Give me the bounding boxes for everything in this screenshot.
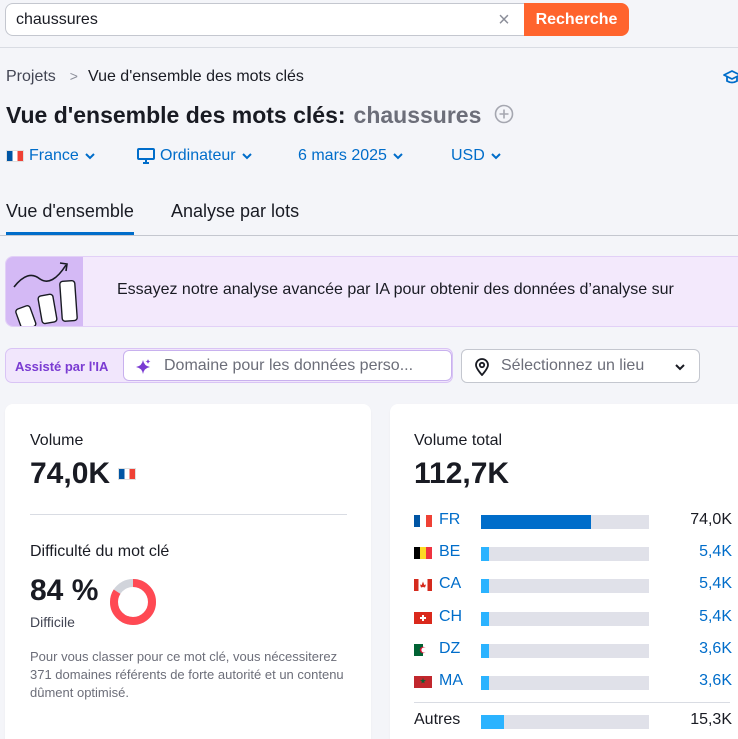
- sparkle-icon: [136, 359, 151, 374]
- device-filter-label: Ordinateur: [160, 147, 236, 164]
- total-volume-card: Volume total 112,7K FR 74,0K BE 5,4K CA 5,4K C…: [390, 404, 738, 739]
- others-bar-track: [481, 715, 649, 729]
- country-bar-fill: [481, 515, 592, 529]
- kd-donut-chart: [110, 579, 156, 625]
- location-pin-icon: [475, 358, 489, 376]
- currency-filter[interactable]: USD: [451, 145, 502, 167]
- country-row: BE 5,4K: [414, 542, 732, 562]
- volume-label: Volume: [30, 432, 84, 449]
- ca-flag-icon: [414, 579, 432, 592]
- country-row: MA 3,6K: [414, 671, 732, 691]
- france-flag-icon: [6, 150, 24, 162]
- kd-description: Pour vous classer pour ce mot clé, vous …: [30, 649, 344, 700]
- chevron-down-icon: [393, 153, 403, 160]
- page-title-label: Vue d'ensemble des mots clés:: [6, 102, 346, 128]
- monitor-icon: [137, 148, 155, 164]
- country-bar-fill: [481, 579, 490, 594]
- location-select[interactable]: Sélectionnez un lieu: [461, 349, 700, 383]
- graduation-cap-icon[interactable]: [722, 67, 738, 87]
- country-bar-track: [481, 547, 649, 562]
- volume-value: 74,0K: [30, 457, 111, 490]
- country-row: DZ 3,6K: [414, 639, 732, 659]
- kd-label: Difficulté du mot clé: [30, 543, 170, 560]
- country-row: CH 5,4K: [414, 607, 732, 627]
- country-code-link[interactable]: CA: [439, 575, 462, 593]
- tab-bulk-analysis[interactable]: Analyse par lots: [171, 201, 300, 221]
- banner-text: Essayez notre analyse avancée par IA pou…: [117, 281, 674, 298]
- search-button[interactable]: Recherche: [524, 3, 629, 36]
- country-bar-fill: [481, 643, 489, 658]
- chevron-down-icon: [241, 153, 252, 160]
- breadcrumb-projects-link[interactable]: Projets: [6, 68, 56, 85]
- country-code-link[interactable]: FR: [439, 511, 461, 528]
- total-volume-value: 112,7K: [414, 457, 510, 490]
- country-bar-track: [481, 676, 649, 690]
- breadcrumb: Projets > Vue d'ensemble des mots clés: [6, 68, 304, 86]
- ai-assisted-label: Assisté par l'IA: [15, 359, 109, 374]
- country-bar-track: [481, 643, 649, 658]
- currency-filter-label: USD: [451, 147, 485, 164]
- country-volume-value: 74,0K: [690, 511, 732, 528]
- location-select-placeholder: Sélectionnez un lieu: [501, 357, 645, 374]
- ai-domain-input-wrap[interactable]: [123, 350, 452, 381]
- country-code-link[interactable]: DZ: [439, 639, 461, 657]
- country-volume-value[interactable]: 3,6K: [699, 672, 732, 689]
- tab-bar: Vue d'ensemble Analyse par lots: [0, 195, 738, 236]
- country-bar-fill: [481, 611, 490, 626]
- kd-donut-arc: [110, 579, 156, 625]
- chevron-right-icon: >: [69, 68, 78, 84]
- chart-growth-illustration: [6, 257, 83, 326]
- country-volume-value[interactable]: 5,4K: [699, 607, 732, 625]
- country-volume-value[interactable]: 5,4K: [699, 543, 732, 561]
- divider: [30, 514, 347, 515]
- date-filter-label: 6 mars 2025: [298, 147, 387, 164]
- ma-flag-icon: [414, 676, 432, 688]
- total-volume-label: Volume total: [414, 432, 503, 449]
- country-filter-label: France: [29, 147, 79, 164]
- page-title: Vue d'ensemble des mots clés: chaussures: [6, 102, 514, 129]
- chevron-down-icon: [85, 153, 95, 160]
- be-flag-icon: [414, 547, 432, 560]
- ai-analysis-banner[interactable]: Essayez notre analyse avancée par IA pou…: [5, 256, 738, 327]
- kd-level: Difficile: [30, 614, 75, 630]
- ai-domain-input[interactable]: [164, 356, 446, 376]
- close-icon[interactable]: ×: [498, 9, 510, 31]
- country-bar-track: [481, 611, 649, 626]
- others-label: Autres: [414, 711, 461, 728]
- country-code-link[interactable]: CH: [439, 607, 463, 625]
- divider: [414, 702, 730, 703]
- date-filter[interactable]: 6 mars 2025: [298, 145, 404, 167]
- keyword-search-box[interactable]: ×: [5, 3, 525, 36]
- page-title-keyword: chaussures: [353, 102, 482, 128]
- country-bar-track: [481, 579, 649, 594]
- chevron-down-icon: [491, 153, 501, 160]
- top-search-bar: × Recherche: [0, 0, 738, 48]
- country-bar-fill: [481, 547, 490, 562]
- kd-value: 84 %: [30, 574, 99, 607]
- breadcrumb-current: Vue d'ensemble des mots clés: [87, 68, 304, 85]
- country-row: FR 74,0K: [414, 510, 732, 530]
- ai-assisted-field: Assisté par l'IA: [5, 348, 453, 383]
- country-bar-track: [481, 515, 649, 529]
- country-code-link[interactable]: MA: [439, 672, 463, 689]
- others-value: 15,3K: [690, 711, 732, 728]
- dz-flag-icon: [414, 643, 432, 656]
- country-bar-fill: [481, 676, 489, 690]
- country-row-others: Autres 15,3K: [414, 710, 732, 730]
- ch-flag-icon: [414, 611, 432, 624]
- country-filter[interactable]: France: [6, 145, 96, 167]
- country-code-link[interactable]: BE: [439, 543, 461, 561]
- france-flag-icon: [118, 468, 136, 480]
- fr-flag-icon: [414, 515, 432, 527]
- tab-overview[interactable]: Vue d'ensemble: [6, 201, 134, 235]
- keyword-search-input[interactable]: [16, 10, 486, 30]
- device-filter[interactable]: Ordinateur: [137, 145, 253, 167]
- country-volume-value[interactable]: 5,4K: [699, 575, 732, 593]
- volume-card: Volume 74,0K Difficulté du mot clé 84 % …: [5, 404, 371, 739]
- country-row: CA 5,4K: [414, 574, 732, 594]
- chevron-down-icon: [675, 364, 685, 371]
- add-circle-icon[interactable]: [494, 104, 514, 124]
- others-bar-fill: [481, 715, 504, 729]
- country-volume-value[interactable]: 3,6K: [699, 639, 732, 657]
